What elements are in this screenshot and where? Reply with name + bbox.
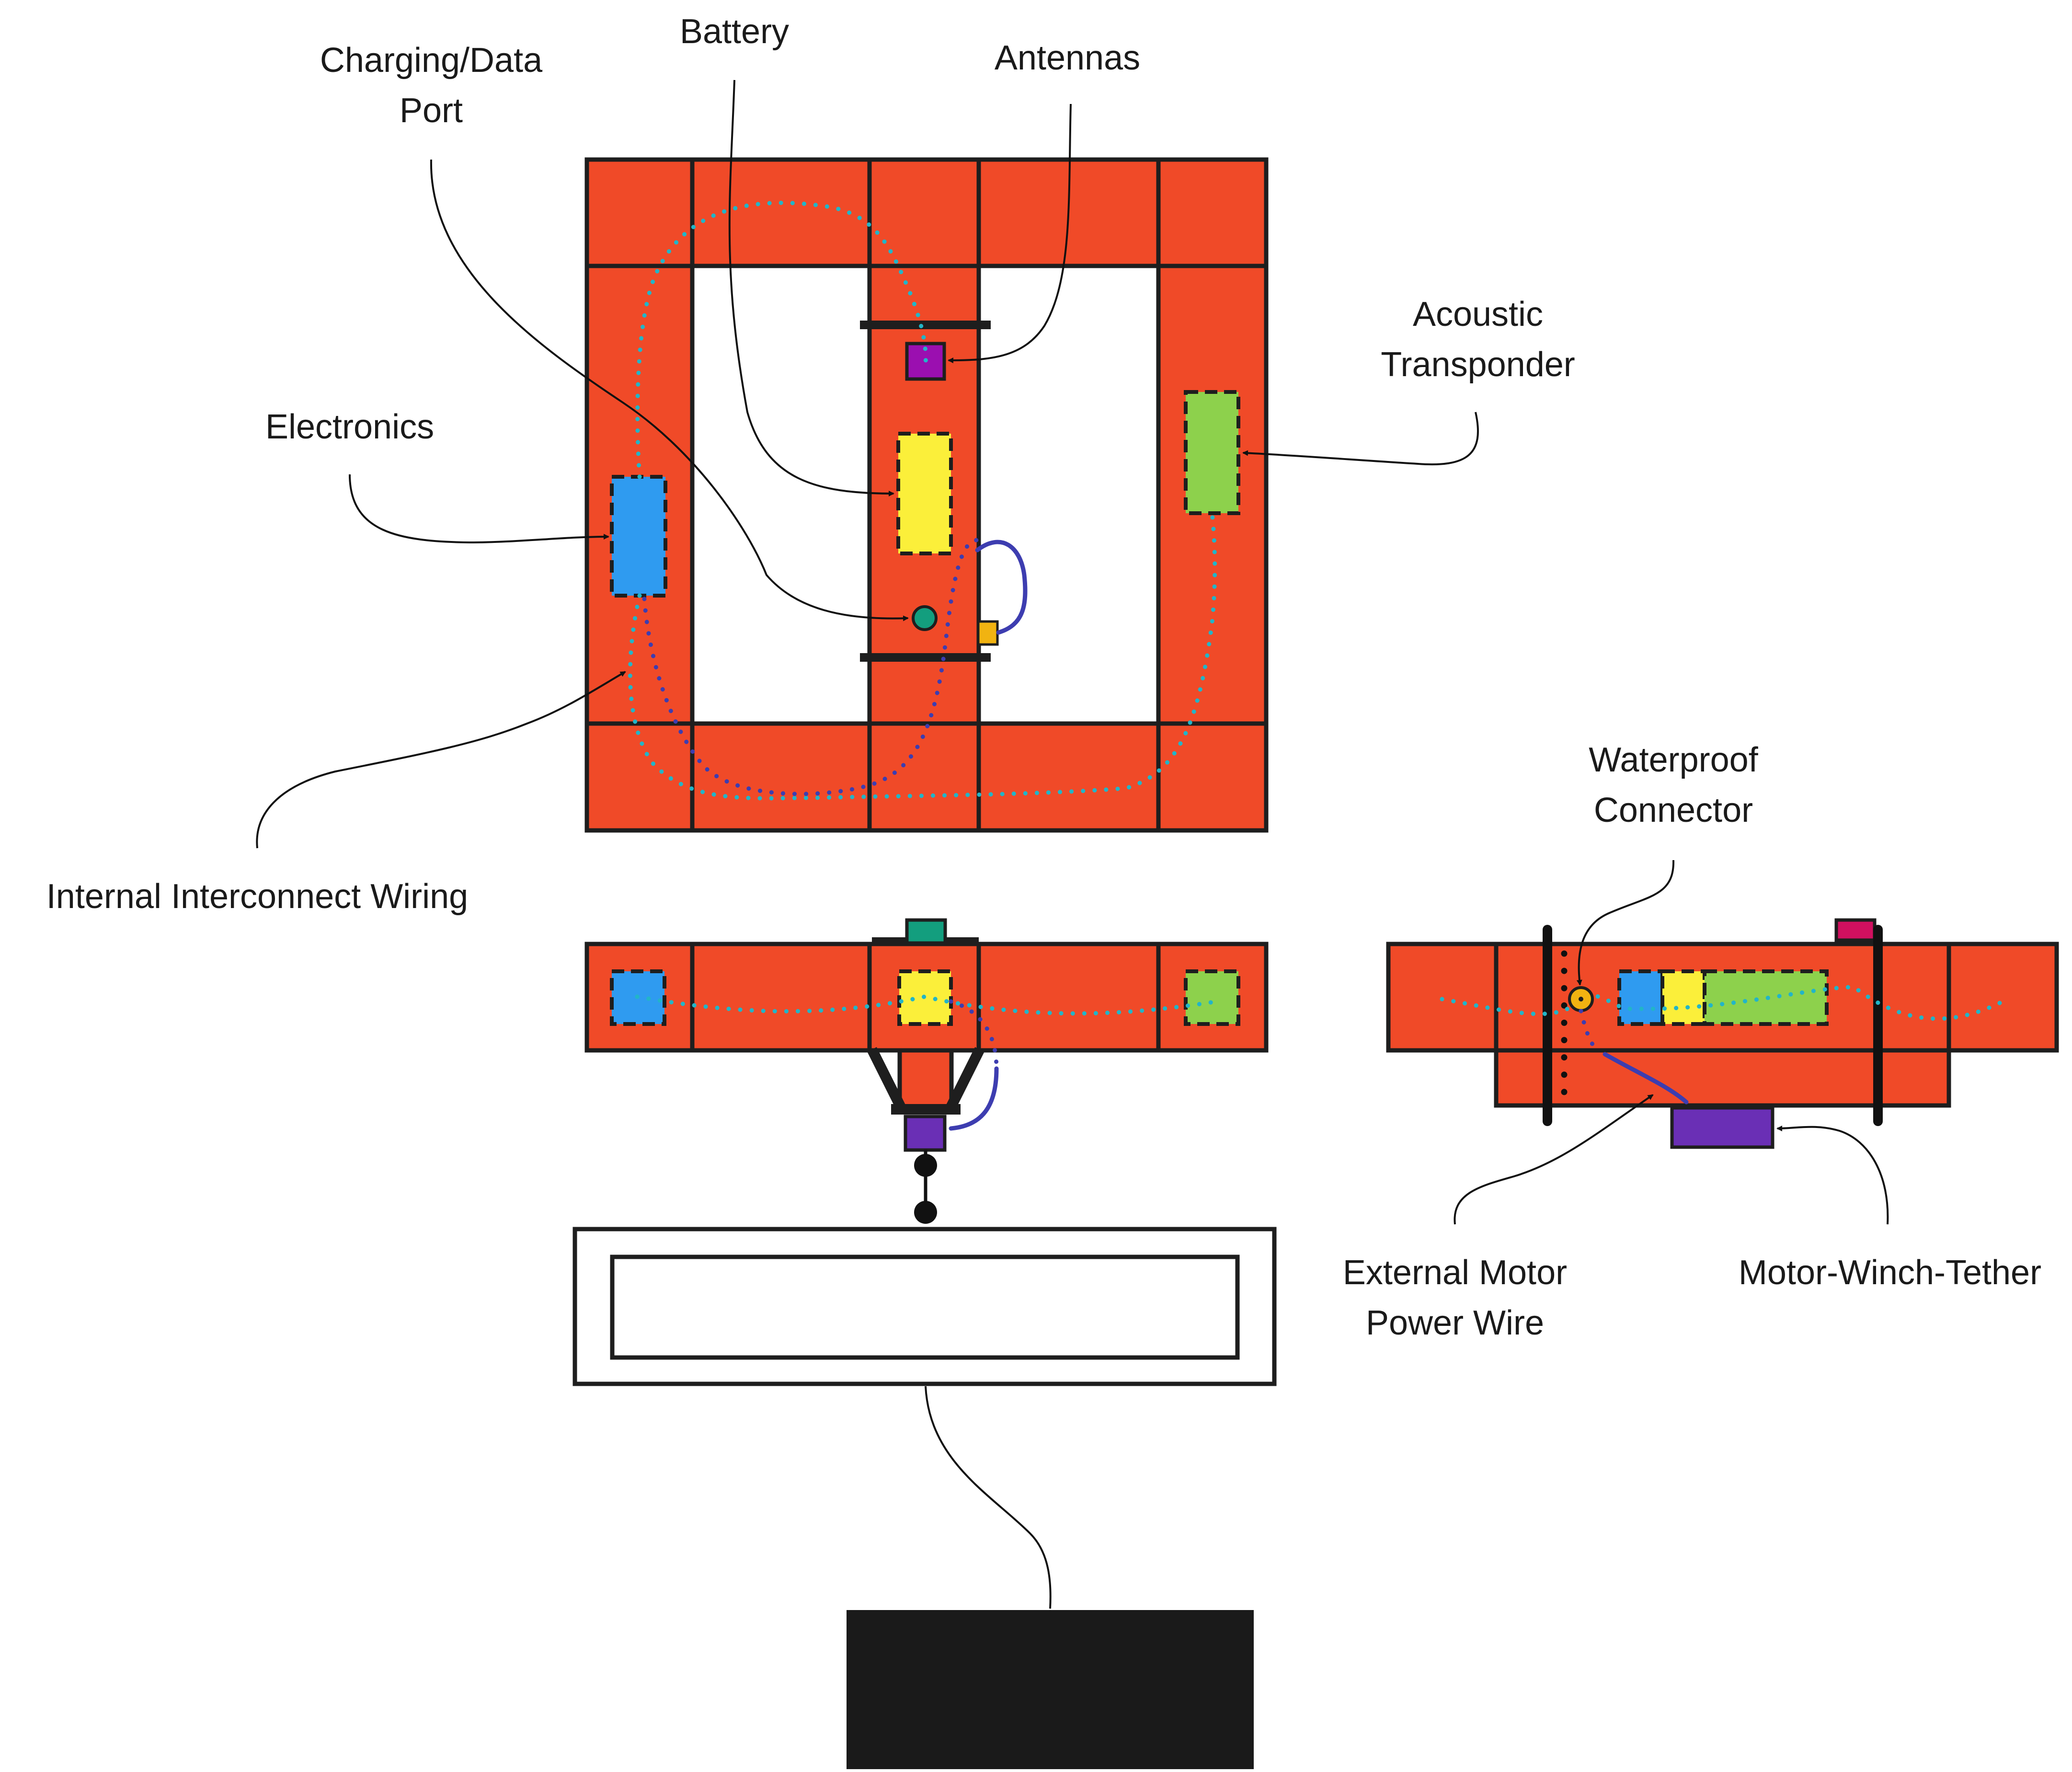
motor-winch-leader [1776,1125,1889,1225]
external-motor-power-wire [1603,1052,1689,1105]
waterproof-connector-dot [1579,997,1583,1001]
tether-node [914,1154,937,1177]
frame-block [867,721,981,833]
acoustic-transponder-module [1184,969,1240,1026]
acoustic-transponder-module [1703,969,1829,1026]
frame-block [1156,157,1269,268]
acoustic-transponder-module [1184,390,1240,515]
motor-power-wire-internal [642,538,984,796]
label-charging-port: Port [400,92,463,130]
electronics-leader [349,474,609,544]
side-view [1386,918,2059,1149]
lower-stem [897,1048,954,1110]
top-connector [905,918,947,945]
acoustic-leader [1242,412,1479,466]
external-power-loop [949,1066,999,1131]
label-electronics: Electronics [265,408,434,446]
battery-module [1660,969,1706,1026]
interconnect-wiring [628,511,1217,801]
motor-power-wire-internal [949,999,999,1071]
frame-block [976,942,1161,1053]
frame-block [690,157,872,268]
label-waterproof-connector: Waterproof [1589,741,1758,779]
platform-lead [925,1386,1052,1609]
tether-node [914,1201,937,1224]
frame-block [1156,721,1269,833]
label-waterproof-connector: Connector [1594,791,1753,829]
battery-leader [728,80,894,496]
frame-block [584,157,695,268]
label-charging-port: Charging/Data [320,41,543,80]
label-acoustic-transponder: Transponder [1381,345,1575,384]
label-internal-wiring: Internal Interconnect Wiring [46,877,468,916]
ballast-block [847,1610,1254,1769]
label-antennas: Antennas [995,39,1140,77]
electronics-module [1617,969,1664,1026]
external-power-loop [975,540,1028,635]
label-battery: Battery [680,12,789,51]
label-motor-winch-tether: Motor-Winch-Tether [1739,1254,2041,1292]
label-external-motor-power-wire: Power Wire [1366,1304,1544,1342]
label-acoustic-transponder: Acoustic [1413,295,1543,334]
platform-inner [610,1254,1240,1360]
interconnect-wiring [635,994,1219,1016]
frame-block [690,721,872,833]
battery-module [896,432,953,555]
frame-block [1946,942,2059,1053]
electronics-module [610,475,667,598]
interconnect-wiring [1440,985,2010,1021]
bracket-arms [867,1047,984,1109]
motor-module [904,1115,947,1152]
front-view [572,918,1277,1769]
top-connector-right [1834,918,1877,942]
charging-port-leader [430,159,909,621]
frame-block [584,721,695,833]
frame-block [867,157,981,268]
charging-port-icon [912,605,938,631]
frame-block [690,942,872,1053]
motor-power-leader [1454,1094,1654,1225]
frame-block [976,721,1161,833]
small-connector [977,620,999,646]
label-external-motor-power-wire: External Motor [1343,1254,1567,1292]
waterproof-leader [1576,860,1675,986]
antennas-leader [948,104,1072,364]
internal-wiring-leader [256,671,626,849]
motor-winch-tether-module [1670,1106,1774,1149]
